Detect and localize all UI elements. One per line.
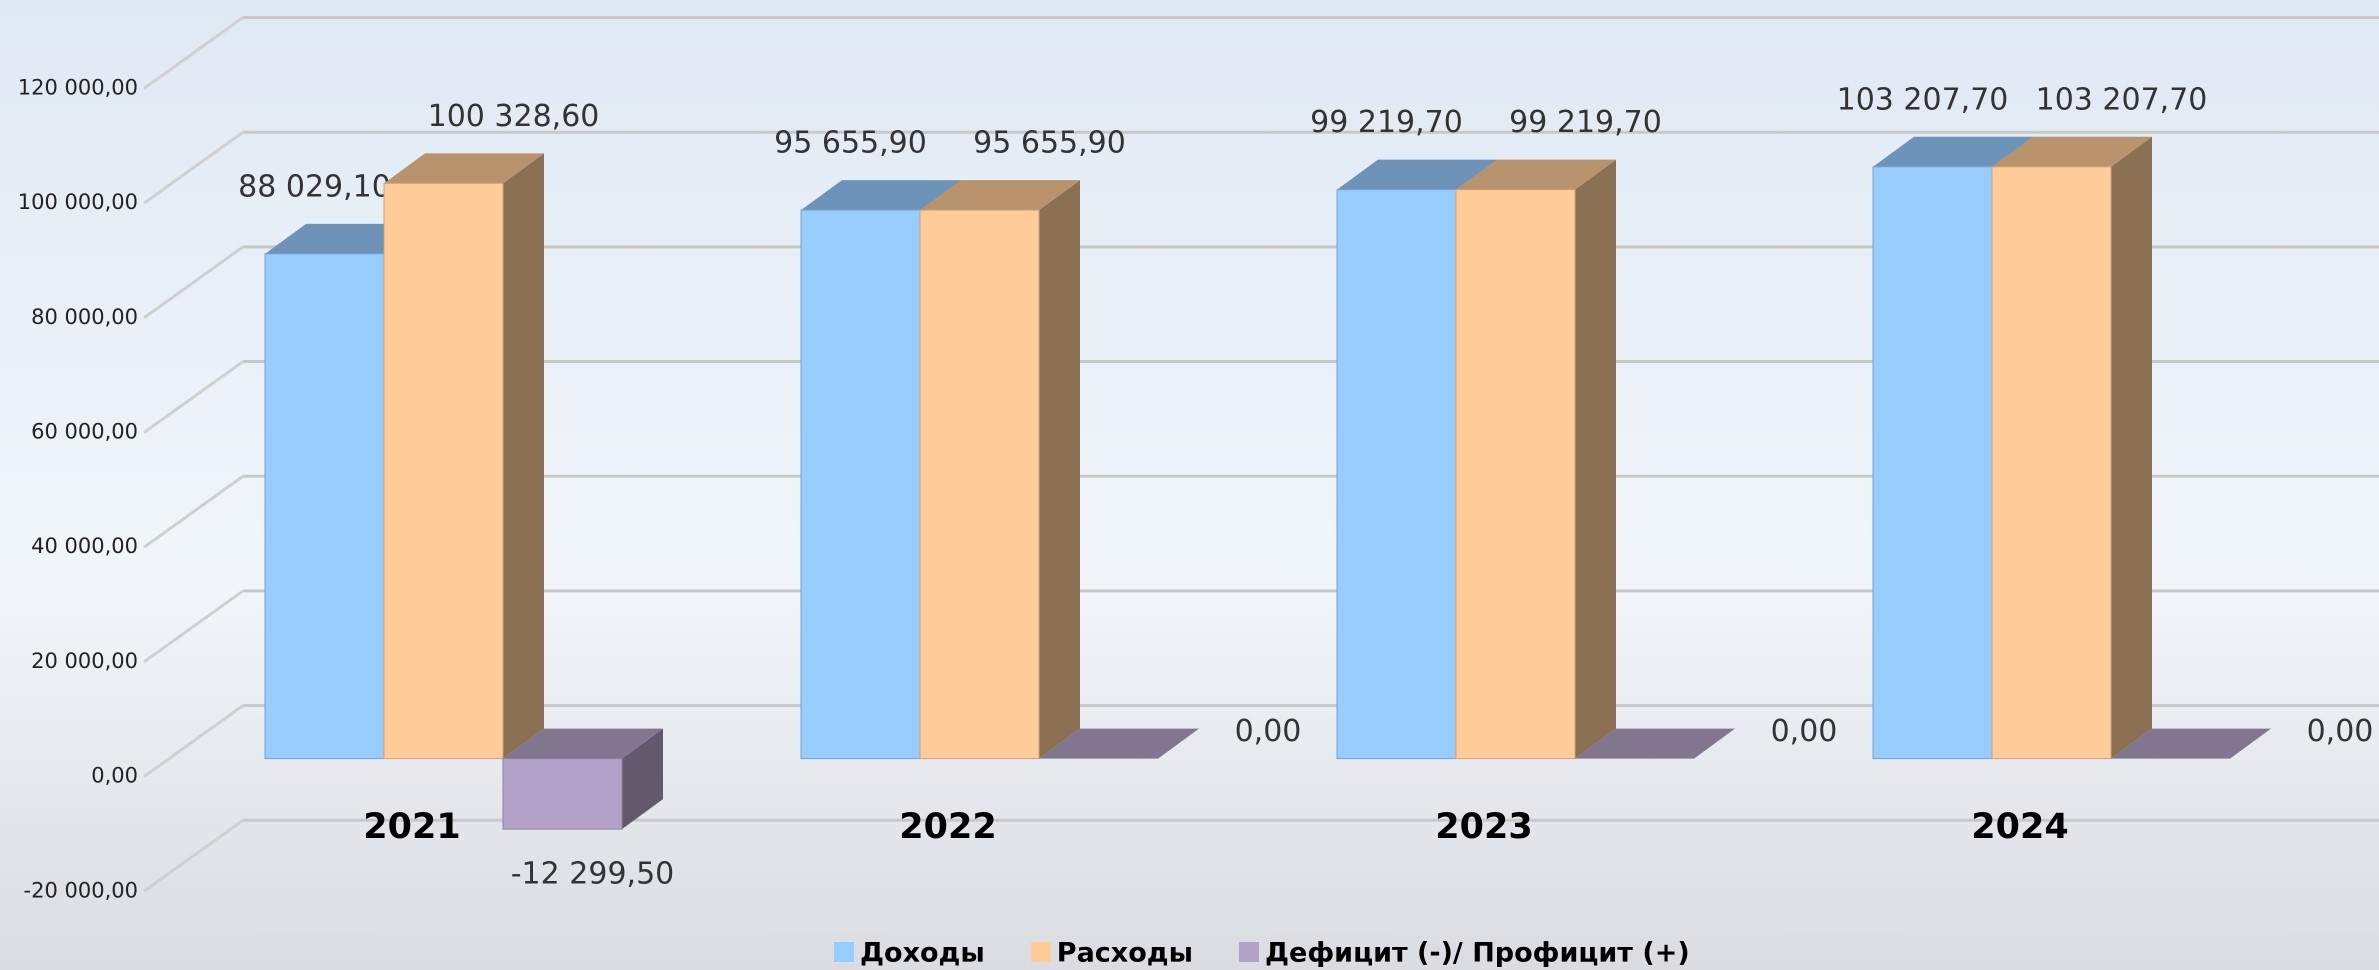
legend-swatch bbox=[834, 942, 854, 962]
value-label: 0,00 bbox=[1771, 714, 1838, 749]
value-label: 100 328,60 bbox=[428, 99, 600, 134]
x-tick-label: 2024 bbox=[1971, 807, 2068, 847]
x-tick-label: 2023 bbox=[1435, 807, 1532, 847]
bar bbox=[1873, 167, 1992, 759]
legend-swatch bbox=[1239, 942, 1259, 962]
bar-side bbox=[503, 153, 544, 758]
value-label: 103 207,70 bbox=[2036, 82, 2208, 117]
bar bbox=[503, 759, 622, 830]
y-tick-label: 0,00 bbox=[91, 764, 138, 788]
bar bbox=[1456, 190, 1575, 759]
value-label: 95 655,90 bbox=[774, 126, 927, 161]
legend-label: Дефицит (-)/ Профицит (+) bbox=[1265, 938, 1690, 969]
value-label: 0,00 bbox=[1235, 714, 1302, 749]
bar bbox=[384, 183, 503, 758]
value-label: 88 029,10 bbox=[238, 169, 391, 204]
legend-swatch bbox=[1031, 942, 1051, 962]
bar-side bbox=[1039, 180, 1080, 758]
legend-label: Доходы bbox=[860, 938, 985, 969]
y-tick-label: 60 000,00 bbox=[31, 420, 138, 444]
y-tick-label: 20 000,00 bbox=[31, 649, 138, 673]
bar bbox=[1992, 167, 2111, 759]
bar bbox=[920, 210, 1039, 758]
legend-label: Расходы bbox=[1057, 938, 1193, 969]
chart: -20 000,00 0,00 20 000,00 40 000,00 60 000,0… bbox=[0, 0, 2379, 970]
value-label: 99 219,70 bbox=[1509, 105, 1662, 140]
value-label: 99 219,70 bbox=[1310, 105, 1463, 140]
x-tick-label: 2021 bbox=[363, 807, 460, 847]
y-tick-label: 80 000,00 bbox=[31, 305, 138, 329]
value-label: 0,00 bbox=[2307, 714, 2374, 749]
bar-side bbox=[2111, 137, 2152, 759]
bar bbox=[1337, 190, 1456, 759]
page: -20 000,00 0,00 20 000,00 40 000,00 60 000,0… bbox=[0, 0, 2379, 970]
y-tick-label: 40 000,00 bbox=[31, 534, 138, 558]
y-tick-label: 100 000,00 bbox=[18, 190, 138, 214]
value-label: -12 299,50 bbox=[511, 857, 675, 892]
value-label: 103 207,70 bbox=[1837, 82, 2009, 117]
x-tick-label: 2022 bbox=[899, 807, 996, 847]
bar bbox=[801, 210, 920, 758]
bar-side bbox=[1575, 160, 1616, 759]
y-tick-label: -20 000,00 bbox=[24, 878, 138, 902]
bar bbox=[265, 254, 384, 759]
value-label: 95 655,90 bbox=[973, 126, 1126, 161]
y-tick-label: 120 000,00 bbox=[18, 76, 138, 100]
